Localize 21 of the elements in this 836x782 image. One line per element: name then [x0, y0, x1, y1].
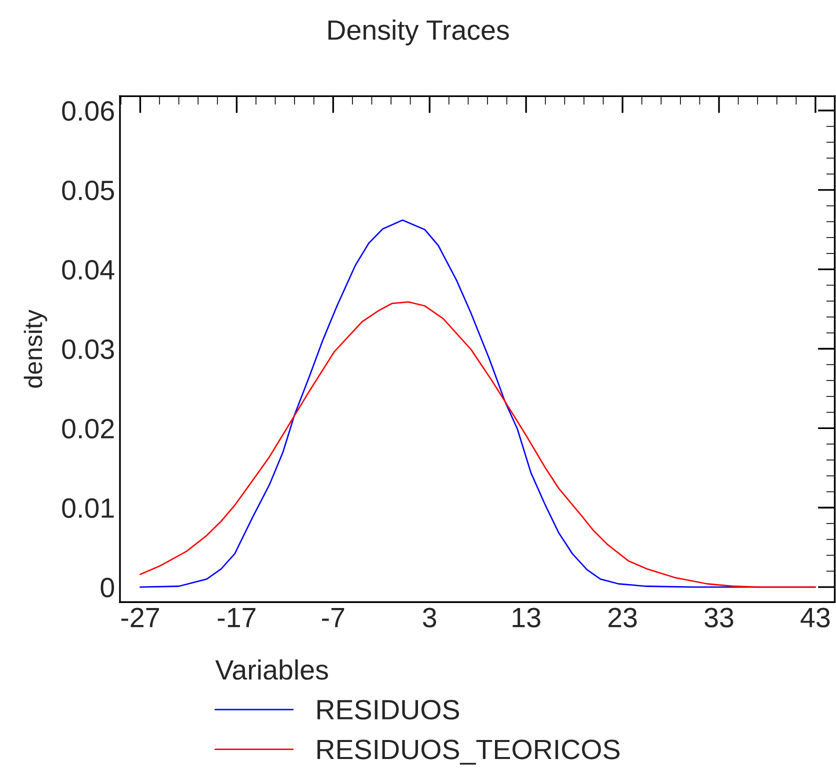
- y-tick-label: 0.02: [62, 418, 114, 439]
- x-tick-label: 43: [800, 608, 830, 628]
- line-series: [140, 301, 816, 588]
- x-tick-label: -17: [218, 608, 256, 628]
- y-tick-label: 0.05: [62, 180, 114, 200]
- y-tick-label: 0.03: [62, 339, 114, 360]
- legend-title: Variables: [215, 659, 328, 680]
- x-tick-label: 23: [608, 608, 637, 628]
- y-axis-title: density: [24, 310, 48, 388]
- chart-title: Density Traces: [328, 20, 509, 46]
- x-tick-label: 33: [704, 608, 734, 628]
- x-tick-label: -7: [322, 608, 344, 628]
- x-tick-label: 3: [422, 608, 436, 628]
- y-tick-label: 0.04: [62, 260, 114, 280]
- y-tick-label: 0.06: [62, 101, 114, 121]
- y-tick-label: 0.01: [62, 498, 114, 518]
- x-tick-label: 13: [512, 608, 540, 628]
- legend-label: RESIDUOS_TEORICOS: [317, 740, 620, 765]
- y-tick-label: 0: [100, 578, 114, 598]
- legend-label: RESIDUOS: [317, 700, 460, 720]
- x-tick-label: -27: [121, 608, 159, 628]
